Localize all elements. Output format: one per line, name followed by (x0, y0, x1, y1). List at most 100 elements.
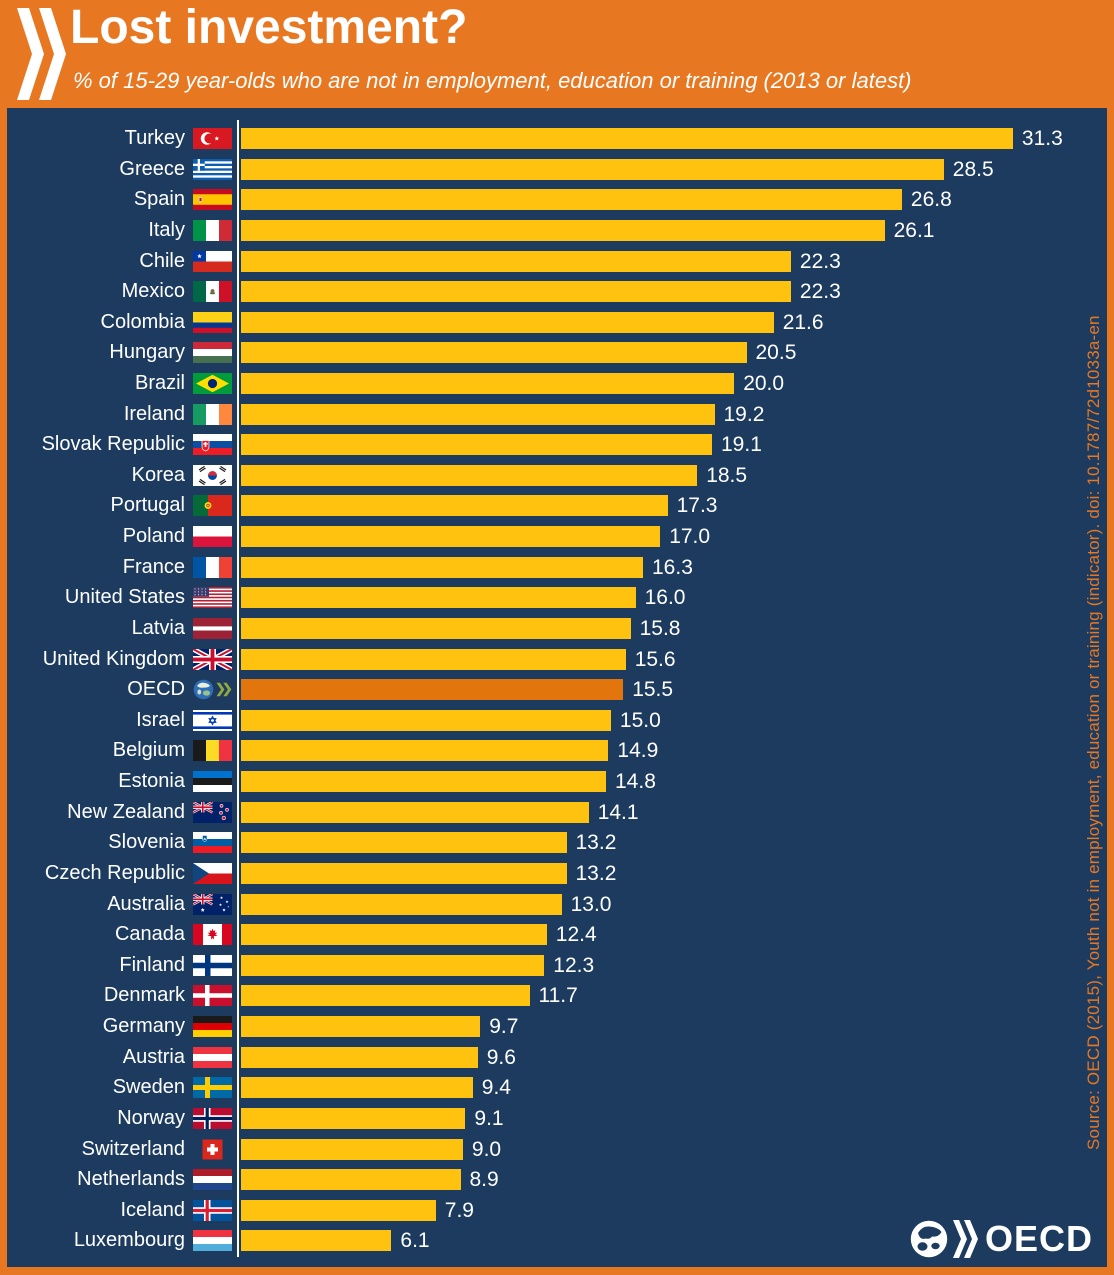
chart-row: France 16.3 (7, 556, 1107, 579)
bar-value: 9.6 (486, 1045, 516, 1069)
bar-value: 13.0 (570, 892, 612, 916)
oecd-globe-logo: OECD (910, 1219, 1093, 1259)
bar (241, 189, 902, 211)
chart-row: Hungary 20.5 (7, 341, 1107, 365)
oecd-double-chevron-icon (17, 8, 66, 100)
bar-value: 14.1 (597, 800, 639, 824)
estonia-flag-icon (193, 771, 232, 792)
ireland-flag-icon (193, 403, 232, 425)
chart-row: Austria 9.6 (7, 1045, 1107, 1069)
norway-flag-icon (193, 1107, 232, 1129)
bar (241, 740, 609, 762)
bar-value: 14.9 (617, 739, 659, 763)
country-label: Italy (148, 218, 185, 241)
bar-value: 7.9 (444, 1198, 474, 1222)
bar (241, 556, 643, 578)
bar-value: 9.4 (481, 1076, 511, 1100)
germany-flag-icon (193, 1016, 232, 1037)
bar (241, 954, 545, 976)
switzerland-flag-icon (193, 1139, 232, 1160)
country-label: Austria (122, 1045, 185, 1068)
belgium-flag-icon (193, 740, 232, 762)
country-label: Mexico (121, 280, 185, 303)
austria-flag-icon (193, 1046, 232, 1068)
france-flag-icon (193, 556, 232, 578)
chart-row: Italy 26.1 (7, 218, 1107, 242)
bar-value: 11.7 (538, 984, 578, 1008)
chart-row: Sweden 9.4 (7, 1076, 1107, 1100)
bar (241, 1199, 436, 1221)
country-label: Luxembourg (73, 1229, 185, 1252)
globe-icon (910, 1220, 948, 1258)
hungary-flag-icon (193, 342, 232, 364)
chart-row: Germany 9.7 (7, 1015, 1107, 1038)
bar (241, 434, 712, 456)
bar (241, 342, 747, 364)
korea-flag-icon (193, 464, 232, 486)
country-label: Canada (114, 923, 185, 946)
country-label: Poland (122, 525, 185, 548)
bar-value: 12.3 (553, 953, 595, 977)
bar (241, 893, 562, 915)
bar (241, 1169, 461, 1191)
chart-row: Australia 13.0 (7, 892, 1107, 916)
bar (241, 985, 530, 1007)
denmark-flag-icon (193, 985, 232, 1007)
chart-row: Switzerland 9.0 (7, 1137, 1107, 1161)
bar (241, 373, 735, 394)
bar (241, 1046, 478, 1068)
chart-row: Chile 22.3 (7, 250, 1107, 273)
bar (241, 771, 606, 792)
bar-value: 13.2 (575, 861, 617, 885)
country-label: Turkey (124, 127, 185, 149)
chart-row: New Zealand 14.1 (7, 800, 1107, 824)
chart-row: Iceland 7.9 (7, 1198, 1107, 1222)
poland-flag-icon (193, 526, 232, 548)
czech-republic-flag-icon (193, 862, 232, 884)
bar-value: 14.8 (615, 770, 656, 793)
bar-value: 20.5 (755, 341, 797, 365)
turkey-flag-icon (193, 128, 232, 149)
bar-value: 20.0 (743, 372, 785, 395)
country-label: Switzerland (81, 1137, 185, 1160)
chart-row: Korea 18.5 (7, 464, 1107, 487)
country-label: Spain (133, 188, 185, 211)
oecd-flag-icon (193, 679, 232, 700)
canada-flag-icon (193, 924, 232, 946)
chart-row: Estonia 14.8 (7, 770, 1107, 793)
bar (241, 801, 589, 823)
country-label: Colombia (100, 310, 185, 333)
bar (241, 679, 624, 701)
country-label: United Kingdom (42, 647, 185, 670)
bar-value: 28.5 (952, 157, 994, 181)
bar-value: 22.3 (799, 280, 841, 304)
bar (241, 924, 547, 946)
bar (241, 250, 791, 272)
chart-row: Greece 28.5 (7, 157, 1107, 181)
country-label: Finland (119, 953, 185, 976)
bar-value: 31.3 (1021, 127, 1063, 150)
bar-value: 19.2 (723, 402, 765, 426)
country-label: Czech Republic (44, 861, 185, 884)
bar (241, 1138, 463, 1160)
new-zealand-flag-icon (193, 801, 232, 823)
double-chevron-icon (952, 1220, 978, 1258)
country-label: Germany (102, 1015, 185, 1037)
country-label: United States (64, 586, 185, 609)
bar (241, 495, 668, 517)
bar-value: 6.1 (400, 1229, 430, 1253)
chart-row: Finland 12.3 (7, 953, 1107, 977)
country-label: Ireland (123, 402, 185, 425)
chart-row: Ireland 19.2 (7, 402, 1107, 426)
slovak-republic-flag-icon (193, 434, 232, 456)
united-kingdom-flag-icon (193, 648, 232, 670)
country-label: OECD (127, 678, 185, 701)
chart-row: OECD 15.5 (7, 678, 1107, 701)
iceland-flag-icon (193, 1199, 232, 1221)
bar-value: 19.1 (721, 433, 762, 457)
colombia-flag-icon (193, 311, 232, 333)
country-label: Brazil (134, 372, 185, 394)
chart-row: Brazil 20.0 (7, 372, 1107, 395)
bar-value: 26.8 (910, 188, 952, 212)
bar-value: 17.3 (676, 494, 718, 518)
